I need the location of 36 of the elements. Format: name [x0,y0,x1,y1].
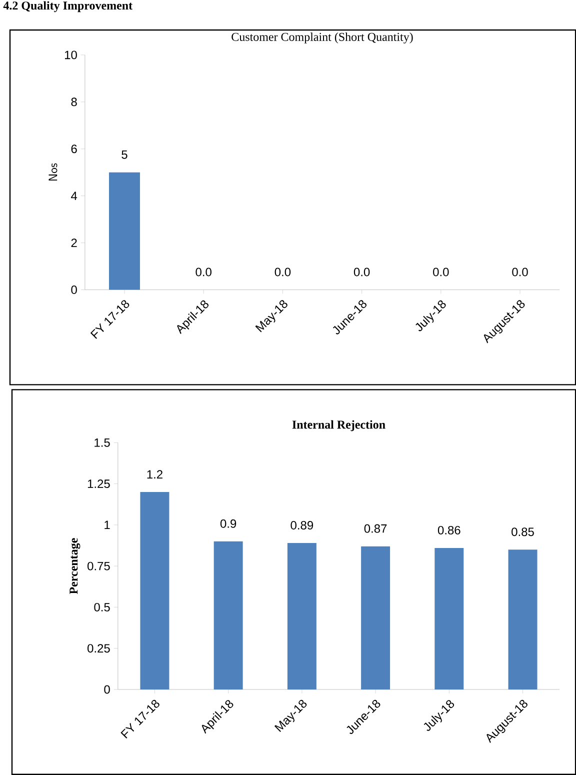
text: 4.2 Quality Improvement [3,1,132,12]
data-label: 0.0 [354,268,370,276]
bar [287,543,316,690]
data-label: 1.2 [147,470,162,478]
data-label: 0.86 [438,526,460,534]
data-label: 0.9 [220,519,236,528]
data-label: 0.89 [290,521,313,530]
y-tick-label: 6 [71,144,77,154]
y-tick-label: 2 [71,238,77,247]
y-tick-label: 10 [64,50,77,60]
data-label: 0.85 [511,528,534,536]
data-label: 0.0 [196,268,212,276]
bar [360,546,390,690]
y-tick-label: 1 [104,520,110,530]
y-tick-label: 0 [71,286,77,294]
chart-title: Customer Complaint (Short Quantity) [232,32,413,44]
y-axis-title: Nos [48,163,58,181]
y-axis-title: Percentage [70,538,80,594]
y-tick-label: 0.25 [87,644,110,653]
data-label: 0.0 [512,268,528,276]
y-tick-label: 1.5 [94,438,110,447]
data-label: 0.0 [432,268,449,276]
y-tick-label: 8 [71,98,77,106]
bar [214,541,243,690]
bar [508,550,538,690]
data-label: 0.0 [274,268,290,276]
y-tick-label: 1.25 [88,480,110,488]
bar [140,492,170,690]
y-tick-label: 0 [104,685,110,694]
data-label: 0.87 [364,524,387,533]
chart-title: Internal Rejection [292,420,386,432]
y-tick-label: 4 [70,192,77,200]
bar [434,548,464,690]
y-tick-label: 0.75 [87,562,110,570]
y-tick-label: 0.5 [94,602,110,612]
data-label: 5 [122,150,128,159]
